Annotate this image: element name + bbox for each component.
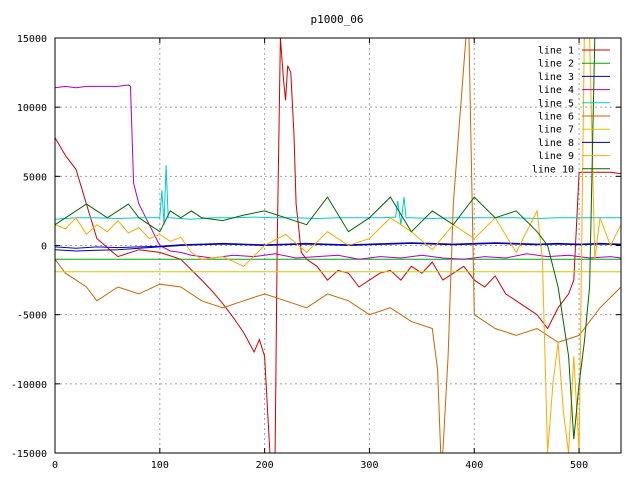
series-line-6: [55, 38, 621, 453]
x-tick-label: 400: [465, 460, 483, 471]
chart-title: p1000_06: [311, 13, 364, 26]
series-line-8: [55, 242, 621, 252]
x-tick-label: 100: [151, 460, 169, 471]
legend: line 1 line 2 line 3 line 4 line 5 line 6 line…: [532, 46, 610, 175]
y-tick-label: 5000: [23, 172, 47, 183]
legend-label-8: line 8: [538, 138, 574, 149]
x-tick-label: 200: [256, 460, 274, 471]
legend-label-6: line 6: [538, 112, 574, 123]
legend-label-4: line 4: [538, 85, 574, 96]
legend-label-2: line 2: [538, 59, 574, 70]
legend-label-5: line 5: [538, 98, 574, 109]
y-tick-label: 15000: [17, 34, 47, 45]
series-line-10: [55, 38, 621, 440]
axis-ticks: 0 100 200 300 400 500 -15000 -10000 -5000 0 5000 10…: [11, 34, 621, 471]
y-tick-label: -5000: [17, 311, 47, 322]
x-tick-label: 0: [52, 460, 58, 471]
series-group: [55, 38, 621, 453]
y-tick-label: 10000: [17, 103, 47, 114]
x-tick-label: 500: [570, 460, 588, 471]
y-tick-label: 0: [41, 242, 47, 253]
x-tick-label: 300: [360, 460, 378, 471]
legend-label-10: line 10: [532, 164, 574, 175]
series-line-3: [55, 242, 621, 249]
legend-label-7: line 7: [538, 125, 574, 136]
y-tick-label: -15000: [11, 449, 47, 460]
legend-label-3: line 3: [538, 72, 574, 83]
series-line-9: [55, 38, 621, 453]
y-tick-label: -10000: [11, 380, 47, 391]
series-line-1: [55, 38, 621, 453]
legend-label-9: line 9: [538, 151, 574, 162]
legend-label-1: line 1: [538, 46, 574, 57]
